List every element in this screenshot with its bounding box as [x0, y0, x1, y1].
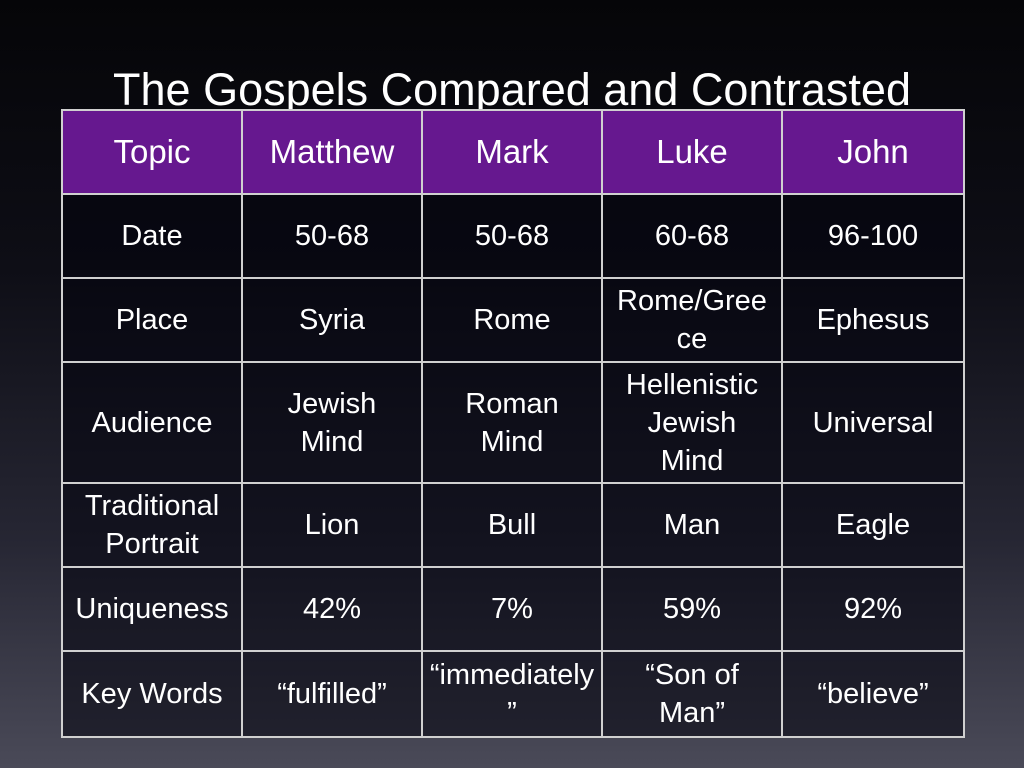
cell-uniqueness-matthew: 42% [241, 566, 423, 652]
table-row-audience: Audience Jewish Mind Roman Mind Hellenisti… [61, 361, 965, 484]
header-john: John [781, 109, 965, 195]
cell-portrait-mark: Bull [421, 482, 603, 568]
cell-place-john: Ephesus [781, 277, 965, 363]
table-row-place: Place Syria Rome Rome/Gree ce Ephesus [61, 277, 965, 363]
cell-keywords-matthew: “fulfilled” [241, 650, 423, 738]
header-mark: Mark [421, 109, 603, 195]
gospels-comparison-table: Topic Matthew Mark Luke John Date 50-68 … [61, 109, 965, 738]
cell-portrait-john: Eagle [781, 482, 965, 568]
header-matthew: Matthew [241, 109, 423, 195]
cell-date-mark: 50-68 [421, 193, 603, 279]
cell-audience-john: Universal [781, 361, 965, 484]
cell-uniqueness-john: 92% [781, 566, 965, 652]
cell-audience-mark: Roman Mind [421, 361, 603, 484]
row-label-key-words: Key Words [61, 650, 243, 738]
cell-audience-matthew: Jewish Mind [241, 361, 423, 484]
cell-date-john: 96-100 [781, 193, 965, 279]
slide-title: The Gospels Compared and Contrasted [113, 64, 911, 116]
cell-place-mark: Rome [421, 277, 603, 363]
cell-portrait-luke: Man [601, 482, 783, 568]
row-label-place: Place [61, 277, 243, 363]
cell-keywords-luke: “Son of Man” [601, 650, 783, 738]
table-row-key-words: Key Words “fulfilled” “immediately” “Son… [61, 650, 965, 738]
row-label-uniqueness: Uniqueness [61, 566, 243, 652]
row-label-date: Date [61, 193, 243, 279]
header-topic: Topic [61, 109, 243, 195]
cell-date-luke: 60-68 [601, 193, 783, 279]
cell-place-luke: Rome/Gree ce [601, 277, 783, 363]
row-label-audience: Audience [61, 361, 243, 484]
cell-keywords-mark: “immediately” [421, 650, 603, 738]
table-row-date: Date 50-68 50-68 60-68 96-100 [61, 193, 965, 279]
cell-uniqueness-luke: 59% [601, 566, 783, 652]
table-row-traditional-portrait: Traditional Portrait Lion Bull Man Eagle [61, 482, 965, 568]
header-row: Topic Matthew Mark Luke John [61, 109, 965, 195]
cell-portrait-matthew: Lion [241, 482, 423, 568]
table-row-uniqueness: Uniqueness 42% 7% 59% 92% [61, 566, 965, 652]
cell-uniqueness-mark: 7% [421, 566, 603, 652]
cell-audience-luke: Hellenistic Jewish Mind [601, 361, 783, 484]
header-luke: Luke [601, 109, 783, 195]
cell-place-matthew: Syria [241, 277, 423, 363]
cell-date-matthew: 50-68 [241, 193, 423, 279]
row-label-traditional-portrait: Traditional Portrait [61, 482, 243, 568]
cell-keywords-john: “believe” [781, 650, 965, 738]
